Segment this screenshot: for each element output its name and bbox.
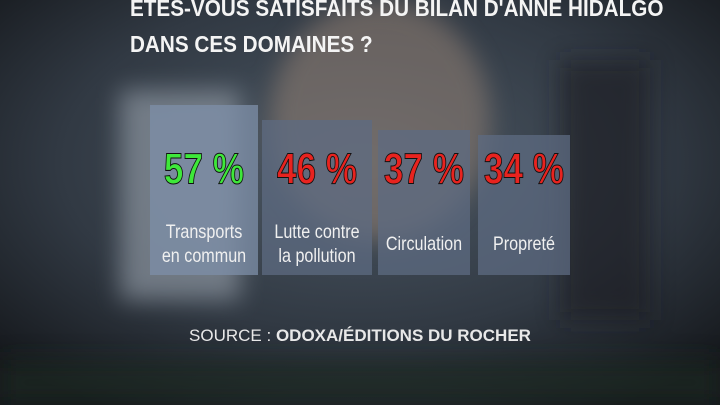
- title: ÊTES-VOUS SATISFAITS DU BILAN D'ANNE HID…: [130, 0, 663, 57]
- card-value: 37 %: [384, 145, 464, 194]
- card: [478, 135, 570, 275]
- card-label: Transports: [166, 221, 243, 243]
- card-label: Lutte contre: [274, 221, 359, 243]
- card: [378, 130, 470, 275]
- card: [150, 105, 258, 275]
- card-value: 34 %: [484, 145, 564, 194]
- source: SOURCE : ODOXA/ÉDITIONS DU ROCHER: [189, 326, 531, 345]
- card-label: en commun: [162, 245, 246, 267]
- source-prefix: SOURCE :: [189, 326, 271, 345]
- card-label: la pollution: [278, 245, 355, 267]
- card-label: Circulation: [386, 233, 462, 255]
- card: [262, 120, 372, 275]
- card-value: 57 %: [164, 145, 244, 194]
- source-name: ODOXA/ÉDITIONS DU ROCHER: [276, 326, 531, 345]
- card-value: 46 %: [277, 145, 357, 194]
- title-line: DANS CES DOMAINES ?: [130, 31, 373, 57]
- title-line: ÊTES-VOUS SATISFAITS DU BILAN D'ANNE HID…: [130, 0, 663, 21]
- card-label: Propreté: [493, 233, 555, 255]
